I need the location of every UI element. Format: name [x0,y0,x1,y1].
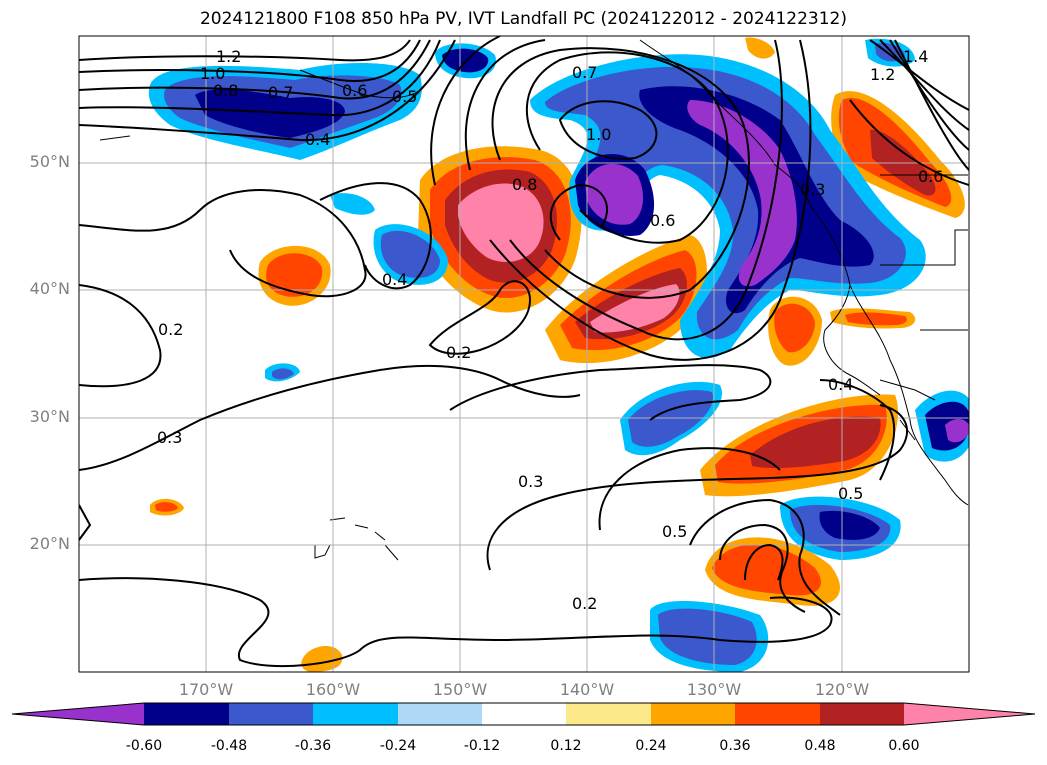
y-tick-label: 50°N [29,152,70,171]
contour-label: 0.7 [572,63,597,82]
contour-label: 0.5 [392,87,417,106]
colorbar-label: -0.48 [210,738,248,754]
contour-label: 0.3 [518,472,543,491]
colorbar-bin [229,703,313,725]
map-title: 2024121800 F108 850 hPa PV, IVT Landfall… [199,9,847,29]
pv-shading-positive [150,37,965,672]
colorbar-outline [11,702,1036,726]
contour-label: 1.2 [216,47,241,66]
colorbar-label: 0.36 [719,738,751,754]
contour-label: 0.5 [662,522,687,541]
colorbar-label: 0.60 [888,738,920,754]
contour-label: 1.0 [586,125,611,144]
colorbar-extend-high [904,703,1035,725]
contour-label: 0.6 [650,211,675,230]
contour-labels: 1.2 1.0 0.8 0.7 0.6 0.5 0.4 0.7 1.0 0.8 … [157,47,943,613]
colorbar-bin [482,703,566,725]
x-tick-label: 140°W [559,680,615,699]
contour-label: 0.2 [446,343,471,362]
colorbar-bin [820,703,904,725]
contour-label: 0.2 [572,594,597,613]
colorbar [11,702,1036,726]
colorbar-label: 0.12 [550,738,582,754]
colorbar-label: 0.48 [804,738,836,754]
contour-label: 0.4 [828,375,853,394]
colorbar-label: 0.24 [635,738,667,754]
colorbar-bin [398,703,482,725]
contour-label: 1.0 [200,64,225,83]
map-panel: 1.2 1.0 0.8 0.7 0.6 0.5 0.4 0.7 1.0 0.8 … [79,36,969,672]
x-tick-label: 160°W [305,680,361,699]
y-tick-label: 30°N [29,407,70,426]
colorbar-label: -0.24 [379,738,417,754]
x-tick-label: 170°W [178,680,234,699]
contour-label: 1.2 [870,65,895,84]
x-tick-label: 150°W [432,680,488,699]
contour-label: 1.4 [903,47,928,66]
colorbar-bin [313,703,398,725]
colorbar-bin [735,703,820,725]
colorbar-label: -0.36 [294,738,332,754]
contour-label: 0.6 [918,167,943,186]
contour-label: 0.5 [838,484,863,503]
colorbar-label: -0.60 [125,738,163,754]
contour-label: 0.3 [157,428,182,447]
colorbar-bin [566,703,651,725]
colorbar-bin [144,703,229,725]
contour-label: 0.4 [382,270,407,289]
y-tick-label: 40°N [29,279,70,298]
x-tick-label: 120°W [814,680,870,699]
x-tick-label: 130°W [686,680,742,699]
contour-label: 0.8 [213,81,238,100]
contour-label: 0.8 [512,175,537,194]
map-frame [78,35,970,673]
contour-label: 0.7 [268,83,293,102]
contour-label: 0.4 [305,130,330,149]
pv-contours [79,36,969,668]
colorbar-bin [651,703,735,725]
pv-shading-negative [148,38,969,672]
contour-label: 0.2 [158,320,183,339]
contour-label: 0.6 [342,81,367,100]
y-tick-label: 20°N [29,534,70,553]
contour-label: 0.3 [800,180,825,199]
colorbar-label: -0.12 [463,738,501,754]
lat-lon-grid [79,36,969,672]
colorbar-extend-low [12,703,144,725]
